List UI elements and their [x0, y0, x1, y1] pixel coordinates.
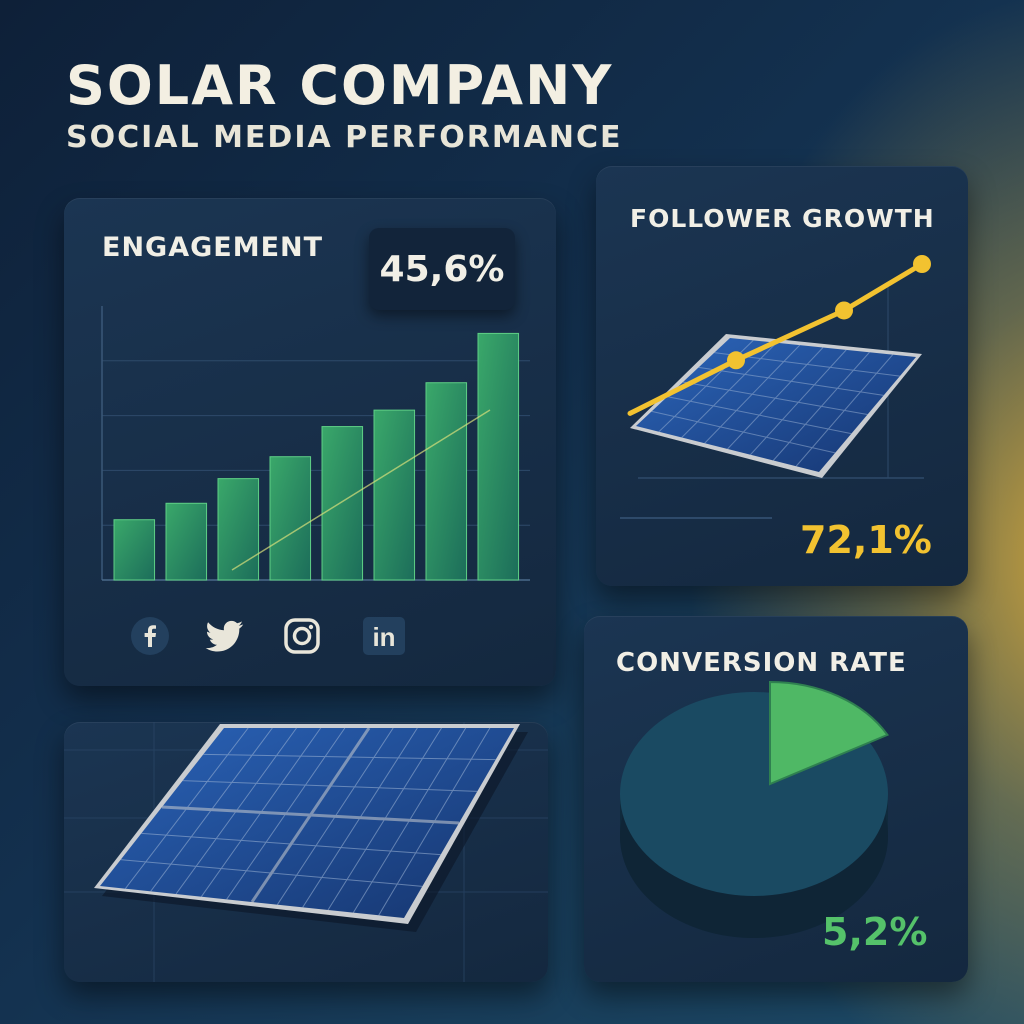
- conversion-rate-title: CONVERSION RATE: [616, 648, 907, 678]
- bar-highlight-line: [231, 409, 491, 571]
- bar-2: [165, 502, 208, 581]
- follower-growth-card: FOLLOWER GROWTH 72,1%: [596, 166, 968, 586]
- conversion-pie-chart: [620, 680, 889, 938]
- svg-text:in: in: [372, 622, 395, 652]
- instagram-icon[interactable]: [282, 616, 322, 656]
- growth-line: [627, 261, 925, 416]
- facebook-icon[interactable]: [130, 616, 170, 656]
- twitter-icon[interactable]: [204, 616, 244, 656]
- bar-4: [269, 456, 312, 581]
- follower-growth-chart: [620, 255, 931, 519]
- engagement-bar-chart: [101, 306, 530, 581]
- solar-panel-card: [64, 722, 548, 982]
- engagement-card: ENGAGEMENT 45,6% in: [64, 198, 556, 686]
- conversion-rate-card: CONVERSION RATE 5,2%: [584, 616, 968, 982]
- bar-5: [321, 426, 364, 581]
- conversion-rate-value: 5,2%: [822, 910, 928, 954]
- solar-panel-illustration: [64, 722, 548, 982]
- panel-surface: [636, 338, 916, 472]
- bar-7: [425, 382, 468, 581]
- page-title: SOLAR COMPANY: [66, 54, 614, 117]
- growth-point-3: [835, 301, 853, 320]
- bar-6: [373, 409, 416, 581]
- page-subtitle: SOCIAL MEDIA PERFORMANCE: [66, 120, 623, 155]
- bar-3: [217, 478, 260, 581]
- pie-slice-conversion: [769, 680, 889, 786]
- bar-8: [477, 332, 520, 581]
- engagement-title: ENGAGEMENT: [102, 232, 324, 263]
- follower-growth-value: 72,1%: [800, 518, 932, 562]
- engagement-value-badge: 45,6%: [369, 228, 515, 310]
- follower-growth-title: FOLLOWER GROWTH: [630, 204, 935, 233]
- growth-point-4: [913, 255, 931, 273]
- growth-point-2: [727, 351, 745, 370]
- linkedin-icon[interactable]: in: [363, 616, 405, 656]
- bar-1: [113, 519, 156, 581]
